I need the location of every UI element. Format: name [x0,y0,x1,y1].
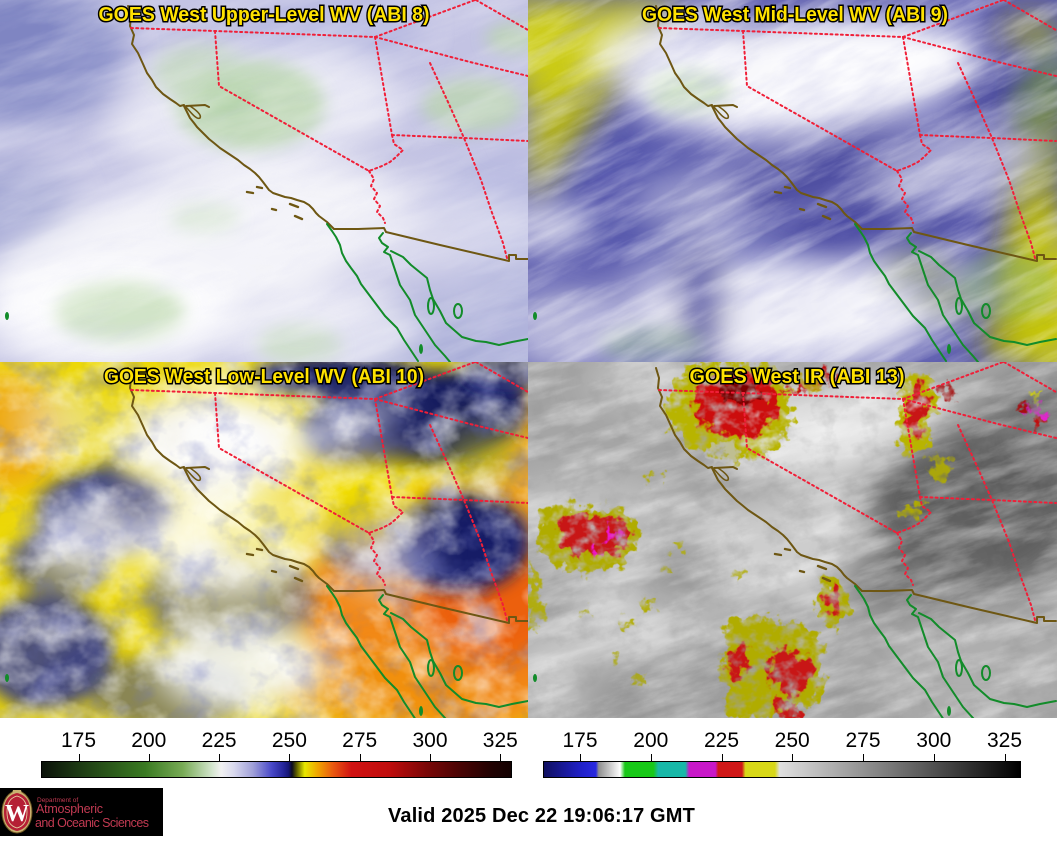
svg-text:W: W [5,801,29,827]
svg-text:Department of: Department of [37,797,78,804]
svg-text:Atmospheric: Atmospheric [36,802,103,816]
svg-text:GOES West Mid-Level WV (ABI 9): GOES West Mid-Level WV (ABI 9) [642,4,948,26]
svg-text:GOES West Upper-Level WV (ABI: GOES West Upper-Level WV (ABI 8) [99,4,430,26]
svg-text:and Oceanic Sciences: and Oceanic Sciences [35,816,149,830]
svg-text:GOES West IR (ABI 13): GOES West IR (ABI 13) [690,366,905,388]
svg-text:GOES West Low-Level WV (ABI 10: GOES West Low-Level WV (ABI 10) [104,366,424,388]
